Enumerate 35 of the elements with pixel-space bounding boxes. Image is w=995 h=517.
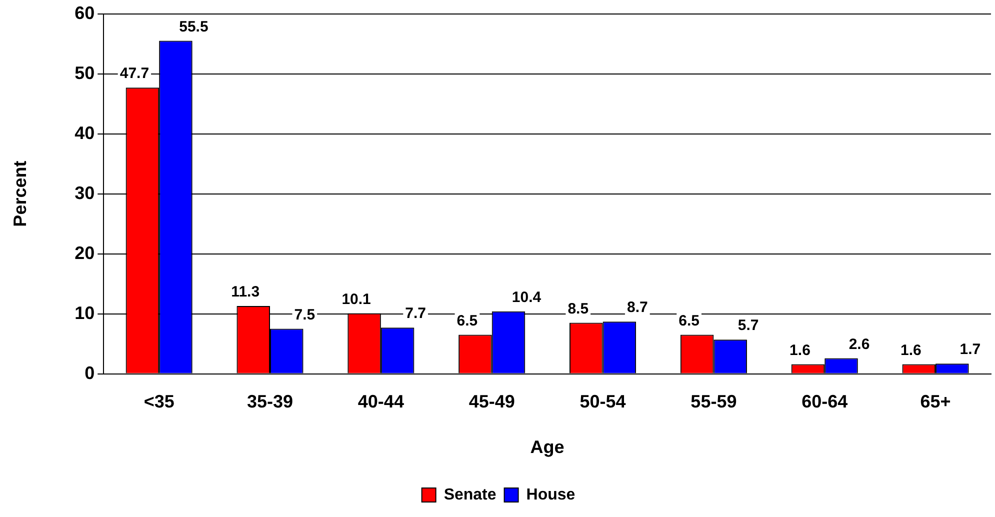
data-label: 8.5 — [568, 300, 589, 318]
x-tick-label: 50-54 — [580, 392, 626, 412]
x-tick-label: 65+ — [920, 392, 951, 412]
x-axis-title: Age — [530, 437, 564, 458]
data-label: 6.5 — [678, 312, 700, 330]
y-tick-label: 20 — [74, 242, 95, 263]
data-label: 1.6 — [900, 342, 922, 359]
data-label: 5.7 — [738, 317, 759, 334]
data-label: 7.7 — [405, 305, 426, 322]
y-tick-label: 50 — [74, 62, 95, 83]
data-label: 7.5 — [294, 306, 316, 324]
y-tick-label: 0 — [84, 362, 95, 383]
x-tick-label: 40-44 — [358, 392, 404, 412]
data-label: 2.6 — [848, 336, 870, 353]
y-tick-label: 40 — [74, 122, 95, 143]
legend-label: Senate — [444, 486, 496, 504]
legend-label: House — [526, 486, 576, 504]
data-label: 10.1 — [342, 290, 371, 308]
data-label: 1.6 — [790, 342, 810, 359]
data-label: 1.7 — [960, 341, 981, 358]
data-label: 10.4 — [512, 289, 542, 306]
x-tick-label: 35-39 — [246, 392, 294, 412]
x-tick-label: 55-59 — [690, 392, 737, 412]
y-axis-title: Percent — [10, 160, 30, 227]
y-tick-label: 30 — [74, 182, 95, 203]
x-tick-label: 45-49 — [468, 392, 515, 412]
data-label: 6.5 — [456, 312, 478, 330]
y-tick-label: 60 — [74, 2, 95, 23]
x-tick-label: 60-64 — [802, 392, 848, 412]
x-tick-label: <35 — [144, 392, 174, 412]
y-tick-label: 10 — [74, 302, 95, 323]
data-label: 47.7 — [120, 65, 150, 82]
data-label: 8.7 — [626, 299, 648, 316]
data-label: 55.5 — [179, 18, 208, 36]
data-label: 11.3 — [231, 284, 260, 301]
